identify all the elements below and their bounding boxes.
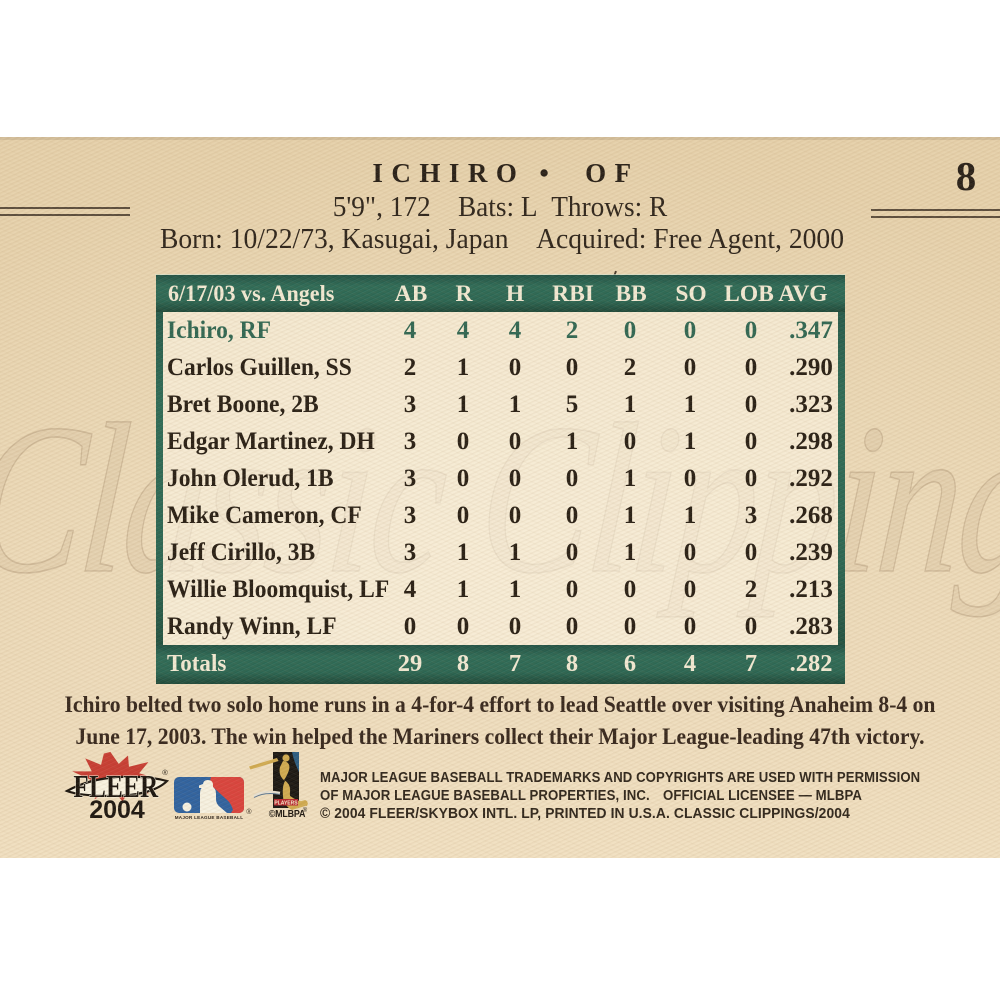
svg-text:®: ® — [246, 808, 252, 816]
svg-text:MAJOR LEAGUE BASEBALL: MAJOR LEAGUE BASEBALL — [175, 815, 244, 820]
svg-text:2004: 2004 — [89, 796, 145, 823]
svg-text:®: ® — [162, 768, 168, 777]
svg-text:FLEER: FLEER — [73, 769, 158, 805]
svg-text:PLAYERS: PLAYERS — [274, 801, 298, 807]
svg-text:®: ® — [303, 807, 308, 814]
svg-text:©MLBPA: ©MLBPA — [269, 808, 306, 820]
